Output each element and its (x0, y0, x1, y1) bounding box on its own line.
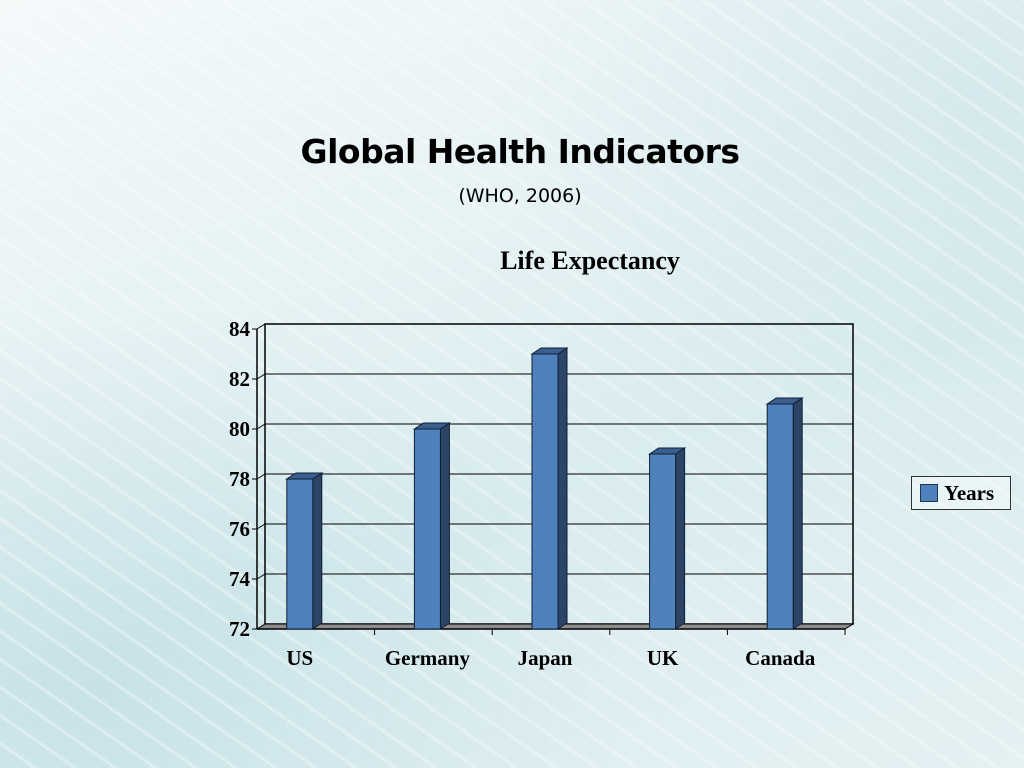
bar-germany (412, 422, 452, 630)
legend-swatch-years (920, 484, 938, 502)
y-tick-label: 76 (229, 517, 250, 541)
x-tick-label: US (286, 646, 313, 670)
x-tick-label: Canada (745, 646, 816, 670)
y-tick-label: 74 (229, 567, 251, 591)
x-tick-label: Japan (518, 646, 573, 670)
y-tick-label: 72 (229, 617, 250, 641)
y-tick-label: 78 (229, 467, 250, 491)
y-tick-label: 84 (229, 317, 251, 341)
slide-subtitle: (WHO, 2006) (458, 185, 582, 207)
y-tick-label: 80 (229, 417, 250, 441)
chart-title: Life Expectancy (500, 246, 680, 275)
chart-legend: Years (911, 476, 1011, 510)
x-tick-label: UK (647, 646, 679, 670)
bar-uk (647, 447, 687, 630)
bar-japan (530, 347, 569, 630)
bar-canada (765, 397, 804, 630)
y-tick-label: 82 (229, 367, 250, 391)
bar-us (285, 472, 324, 630)
x-tick-label: Germany (385, 646, 471, 670)
slide-title: Global Health Indicators (300, 132, 741, 171)
legend-label-years: Years (944, 480, 995, 505)
